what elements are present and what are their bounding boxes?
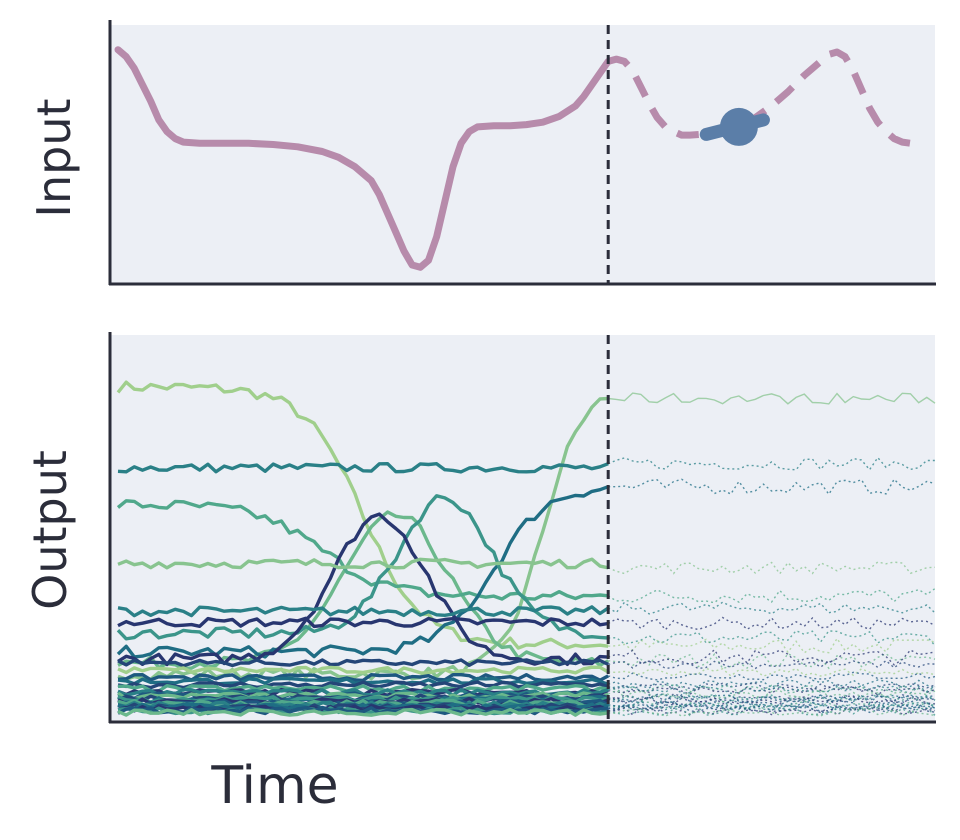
output-forecast-line <box>608 652 936 670</box>
output-series-line <box>116 485 609 659</box>
output-forecast-line <box>607 561 936 575</box>
input-series-group <box>114 46 912 271</box>
output-forecast-line <box>607 601 936 615</box>
output-forecast-line <box>607 692 936 703</box>
output-forecast-line <box>608 629 936 647</box>
output-forecast-line <box>608 708 936 717</box>
output-series-line <box>116 380 609 650</box>
input-forecast-line <box>607 48 912 147</box>
output-series-line <box>117 605 610 618</box>
output-series-line <box>117 616 609 629</box>
output-forecast-line <box>607 689 936 699</box>
output-series-line <box>117 557 609 570</box>
output-forecast-line <box>608 685 936 696</box>
output-series-line <box>117 658 609 668</box>
marker-dot <box>719 107 758 146</box>
output-forecast-line <box>608 682 936 692</box>
output-forecast-line <box>608 684 936 695</box>
output-forecast-line <box>608 478 936 496</box>
output-series-group <box>116 380 936 717</box>
output-forecast-line <box>607 456 935 471</box>
output-forecast-line <box>607 695 936 705</box>
output-forecast-line <box>607 684 936 695</box>
output-forecast-line <box>607 616 936 631</box>
output-series-line <box>117 673 609 683</box>
output-forecast-line <box>608 705 936 716</box>
input-observed-line <box>114 46 612 271</box>
output-series-line <box>117 706 609 716</box>
output-forecast-line <box>608 703 936 713</box>
time-axis-label: Time <box>210 756 338 816</box>
input-panel: Input <box>27 20 936 286</box>
output-series-line <box>117 510 610 670</box>
output-forecast-line <box>608 637 936 654</box>
output-plot-background <box>110 335 935 722</box>
output-panel: Output Time <box>23 332 936 816</box>
output-forecast-line <box>608 671 936 681</box>
output-series-line <box>116 494 609 641</box>
output-series-line <box>117 707 609 717</box>
output-forecast-line <box>608 659 936 670</box>
input-plot-background <box>110 25 935 284</box>
output-forecast-line <box>608 667 936 677</box>
output-forecast-line <box>607 648 936 666</box>
output-forecast-line <box>608 679 936 689</box>
output-series-line <box>117 462 609 474</box>
output-forecast-line <box>608 700 936 711</box>
output-series-line <box>117 683 609 694</box>
input-axis-label: Input <box>27 98 81 217</box>
output-series-line <box>117 665 610 675</box>
output-forecast-line <box>607 587 936 604</box>
output-axis-label: Output <box>23 450 77 610</box>
output-forecast-line <box>608 392 936 405</box>
